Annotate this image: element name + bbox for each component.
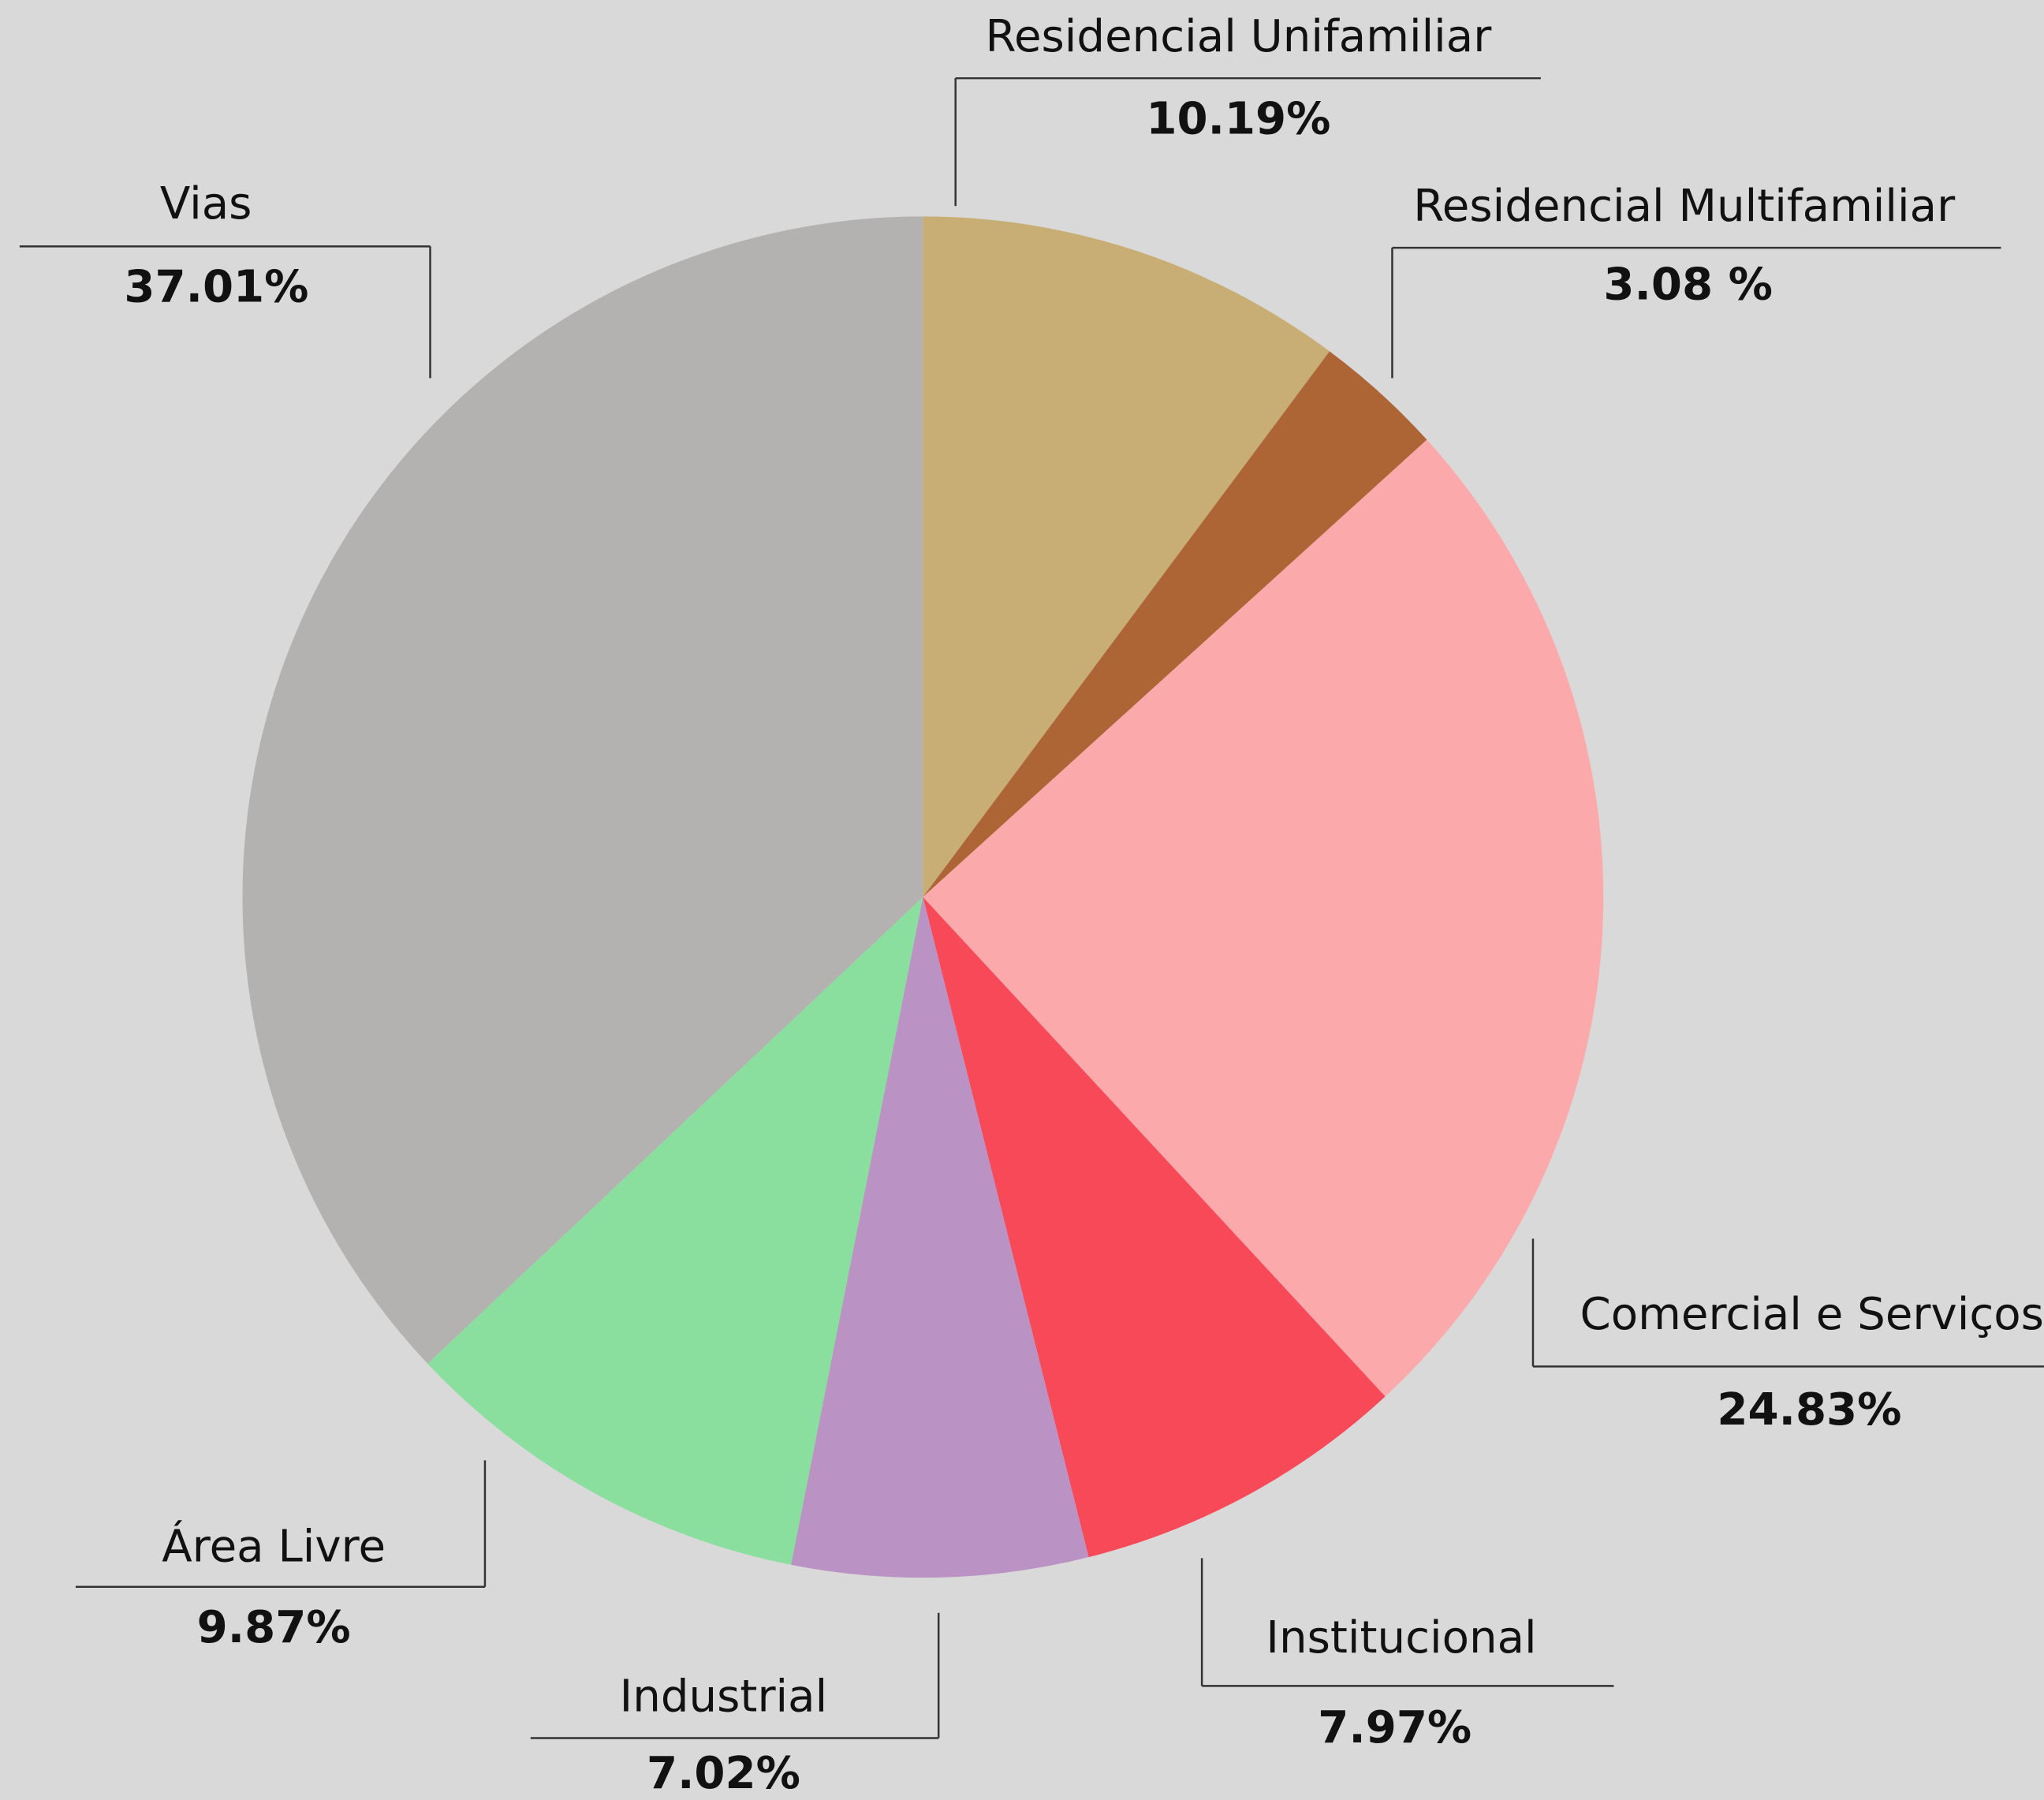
value-label: 24.83% bbox=[1717, 1384, 1901, 1436]
pie-slice bbox=[923, 897, 1386, 1558]
value-label: 9.87% bbox=[197, 1602, 351, 1653]
value-label: 10.19% bbox=[1146, 93, 1330, 144]
slice-label: Industrial bbox=[620, 1671, 828, 1723]
slice-label: Institucional bbox=[1266, 1612, 1536, 1664]
value-label: 37.01% bbox=[124, 262, 308, 313]
slice-label: Área Livre bbox=[162, 1518, 386, 1572]
pie-slice bbox=[427, 897, 923, 1565]
value-label: 7.97% bbox=[1318, 1702, 1471, 1753]
slice-label: Comercial e Serviços bbox=[1580, 1289, 2044, 1340]
pie-slice bbox=[242, 216, 923, 1364]
slice-label: Vias bbox=[160, 178, 252, 230]
value-label: 3.08 % bbox=[1603, 259, 1773, 310]
pie-slice bbox=[923, 439, 1604, 1397]
pie-slice bbox=[923, 351, 1427, 898]
pie-slice bbox=[791, 897, 1089, 1578]
value-label: 7.02% bbox=[647, 1748, 800, 1799]
pie-slice bbox=[923, 216, 1330, 898]
slice-label: Residencial Unifamiliar bbox=[985, 11, 1492, 62]
slice-label: Residencial Multifamiliar bbox=[1413, 181, 1956, 232]
